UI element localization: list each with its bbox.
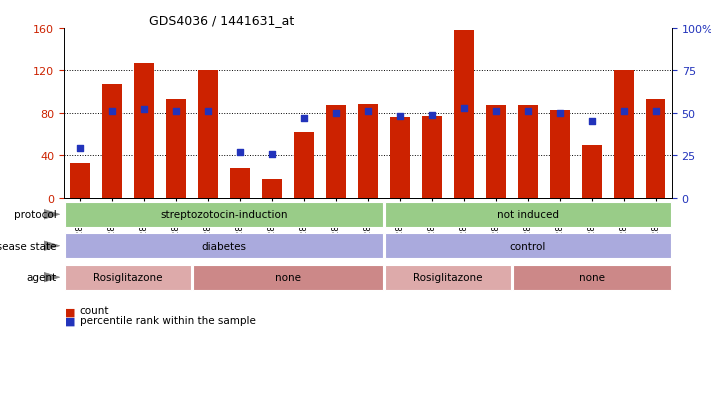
Point [75,146,85,152]
Text: disease state: disease state [0,241,57,251]
Polygon shape [44,210,60,220]
Bar [166,100,186,198]
Text: not induced: not induced [497,210,559,220]
Point [522,109,533,115]
Bar [198,71,218,198]
Bar [102,85,122,198]
Text: Rosiglitazone: Rosiglitazone [413,273,483,282]
Point [362,109,374,115]
Text: protocol: protocol [14,210,57,220]
Text: diabetes: diabetes [201,241,247,251]
Bar [294,133,314,198]
Bar [385,202,670,227]
Point [330,110,341,117]
Bar [65,234,383,259]
Polygon shape [44,241,60,251]
Point [458,105,469,112]
Polygon shape [44,273,60,282]
Point [554,110,565,117]
Point [618,109,630,115]
Text: none: none [275,273,301,282]
Bar [230,169,250,198]
Bar [358,105,378,198]
Bar [65,202,383,227]
Point [586,119,597,125]
Bar [614,71,634,198]
Point [106,109,117,115]
Bar [646,100,665,198]
Bar [518,106,538,198]
Text: ■: ■ [65,307,76,317]
Bar [454,31,474,198]
Text: ■: ■ [65,316,76,326]
Bar [385,234,670,259]
Point [170,109,181,115]
Bar [385,265,510,290]
Point [650,109,661,115]
Bar [582,145,602,198]
Text: none: none [579,273,605,282]
Bar [550,110,570,198]
Point [490,109,501,115]
Text: agent: agent [27,273,57,282]
Text: Rosiglitazone: Rosiglitazone [93,273,163,282]
Bar [193,265,383,290]
Text: streptozotocin-induction: streptozotocin-induction [160,210,288,220]
Bar [65,265,191,290]
Bar [134,64,154,198]
Bar [390,118,410,198]
Point [234,149,246,156]
Point [138,107,149,114]
Text: control: control [510,241,546,251]
Bar [486,106,506,198]
Point [427,112,438,119]
Bar [513,265,670,290]
Point [202,109,213,115]
Text: count: count [80,306,109,316]
Bar [262,179,282,198]
Bar [326,106,346,198]
Text: percentile rank within the sample: percentile rank within the sample [80,315,255,325]
Bar [422,117,442,198]
Bar [70,163,90,198]
Point [266,151,277,157]
Point [394,114,405,120]
Point [299,115,310,122]
Text: GDS4036 / 1441631_at: GDS4036 / 1441631_at [149,14,294,27]
